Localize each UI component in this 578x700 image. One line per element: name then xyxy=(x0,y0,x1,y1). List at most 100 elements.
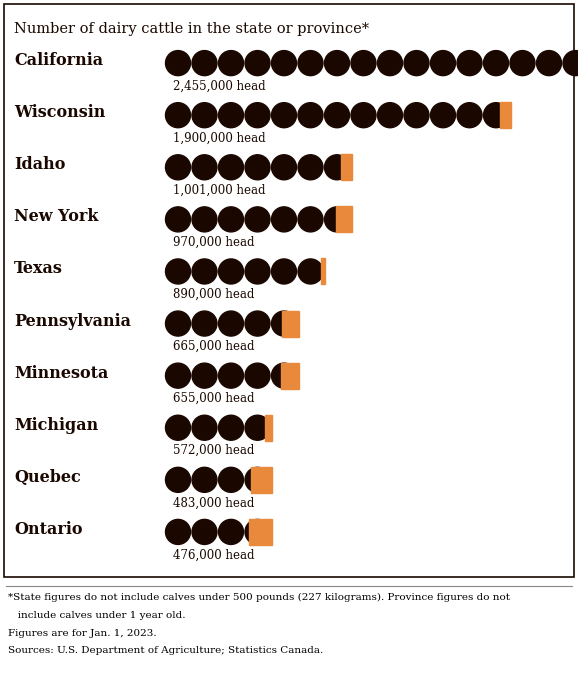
Circle shape xyxy=(192,103,217,127)
Circle shape xyxy=(218,468,243,492)
Circle shape xyxy=(245,415,270,440)
Circle shape xyxy=(218,259,243,284)
Circle shape xyxy=(192,207,217,232)
Text: Idaho: Idaho xyxy=(14,156,65,174)
Circle shape xyxy=(218,207,243,232)
Circle shape xyxy=(218,103,243,127)
Circle shape xyxy=(298,103,323,127)
Circle shape xyxy=(431,50,455,76)
Circle shape xyxy=(165,259,191,284)
Circle shape xyxy=(536,50,561,76)
Circle shape xyxy=(298,207,323,232)
Circle shape xyxy=(165,311,191,336)
Circle shape xyxy=(192,415,217,440)
Circle shape xyxy=(192,311,217,336)
Circle shape xyxy=(165,155,191,180)
Circle shape xyxy=(165,519,191,545)
Circle shape xyxy=(165,468,191,492)
Text: Minnesota: Minnesota xyxy=(14,365,109,382)
Circle shape xyxy=(298,50,323,76)
Circle shape xyxy=(324,207,350,232)
Circle shape xyxy=(245,259,270,284)
Circle shape xyxy=(218,415,243,440)
Circle shape xyxy=(192,259,217,284)
Circle shape xyxy=(192,519,217,545)
Text: 476,000 head: 476,000 head xyxy=(173,548,254,561)
Text: 665,000 head: 665,000 head xyxy=(173,340,254,353)
Circle shape xyxy=(272,363,297,389)
Circle shape xyxy=(563,50,578,76)
Circle shape xyxy=(192,155,217,180)
Circle shape xyxy=(218,519,243,545)
Text: Wisconsin: Wisconsin xyxy=(14,104,105,121)
Circle shape xyxy=(510,50,535,76)
Text: 890,000 head: 890,000 head xyxy=(173,288,254,301)
Text: New York: New York xyxy=(14,209,98,225)
Text: Number of dairy cattle in the state or province*: Number of dairy cattle in the state or p… xyxy=(14,22,369,36)
Circle shape xyxy=(377,50,402,76)
Bar xyxy=(282,311,298,337)
Text: 1,900,000 head: 1,900,000 head xyxy=(173,132,266,145)
Circle shape xyxy=(218,363,243,389)
Circle shape xyxy=(484,50,509,76)
Circle shape xyxy=(272,207,297,232)
Bar xyxy=(321,258,325,284)
Circle shape xyxy=(431,103,455,127)
Text: Quebec: Quebec xyxy=(14,469,81,486)
Bar xyxy=(500,102,510,128)
Circle shape xyxy=(298,155,323,180)
Circle shape xyxy=(192,50,217,76)
Circle shape xyxy=(457,50,482,76)
Circle shape xyxy=(245,50,270,76)
Circle shape xyxy=(245,103,270,127)
Bar xyxy=(265,414,272,441)
Text: 655,000 head: 655,000 head xyxy=(173,392,254,405)
Bar xyxy=(342,154,351,181)
Circle shape xyxy=(245,468,270,492)
Circle shape xyxy=(245,155,270,180)
Circle shape xyxy=(484,103,509,127)
Text: Pennsylvania: Pennsylvania xyxy=(14,312,131,330)
Text: Figures are for Jan. 1, 2023.: Figures are for Jan. 1, 2023. xyxy=(8,629,157,638)
Circle shape xyxy=(272,103,297,127)
Circle shape xyxy=(324,155,350,180)
Circle shape xyxy=(218,155,243,180)
Text: 1,001,000 head: 1,001,000 head xyxy=(173,184,265,197)
Circle shape xyxy=(404,50,429,76)
Circle shape xyxy=(165,363,191,389)
Bar xyxy=(250,467,272,493)
Circle shape xyxy=(192,363,217,389)
Circle shape xyxy=(245,207,270,232)
Text: Texas: Texas xyxy=(14,260,63,277)
Circle shape xyxy=(165,103,191,127)
Bar xyxy=(249,519,272,545)
Circle shape xyxy=(192,468,217,492)
Circle shape xyxy=(272,259,297,284)
Circle shape xyxy=(272,155,297,180)
Text: include calves under 1 year old.: include calves under 1 year old. xyxy=(8,610,186,620)
Text: Ontario: Ontario xyxy=(14,521,83,538)
Circle shape xyxy=(218,311,243,336)
Circle shape xyxy=(377,103,402,127)
Circle shape xyxy=(165,415,191,440)
Bar xyxy=(336,206,351,232)
Text: 483,000 head: 483,000 head xyxy=(173,496,254,510)
Circle shape xyxy=(245,311,270,336)
Circle shape xyxy=(298,259,323,284)
Text: *State figures do not include calves under 500 pounds (227 kilograms). Province : *State figures do not include calves und… xyxy=(8,593,510,602)
Circle shape xyxy=(324,103,350,127)
Circle shape xyxy=(165,207,191,232)
Circle shape xyxy=(404,103,429,127)
Circle shape xyxy=(165,50,191,76)
Circle shape xyxy=(245,519,270,545)
Circle shape xyxy=(272,311,297,336)
Text: Michigan: Michigan xyxy=(14,416,98,434)
Circle shape xyxy=(324,50,350,76)
Circle shape xyxy=(272,50,297,76)
Circle shape xyxy=(351,50,376,76)
Text: 2,455,000 head: 2,455,000 head xyxy=(173,80,266,92)
Text: 572,000 head: 572,000 head xyxy=(173,444,254,457)
Bar xyxy=(281,363,298,389)
Circle shape xyxy=(245,363,270,389)
Circle shape xyxy=(457,103,482,127)
